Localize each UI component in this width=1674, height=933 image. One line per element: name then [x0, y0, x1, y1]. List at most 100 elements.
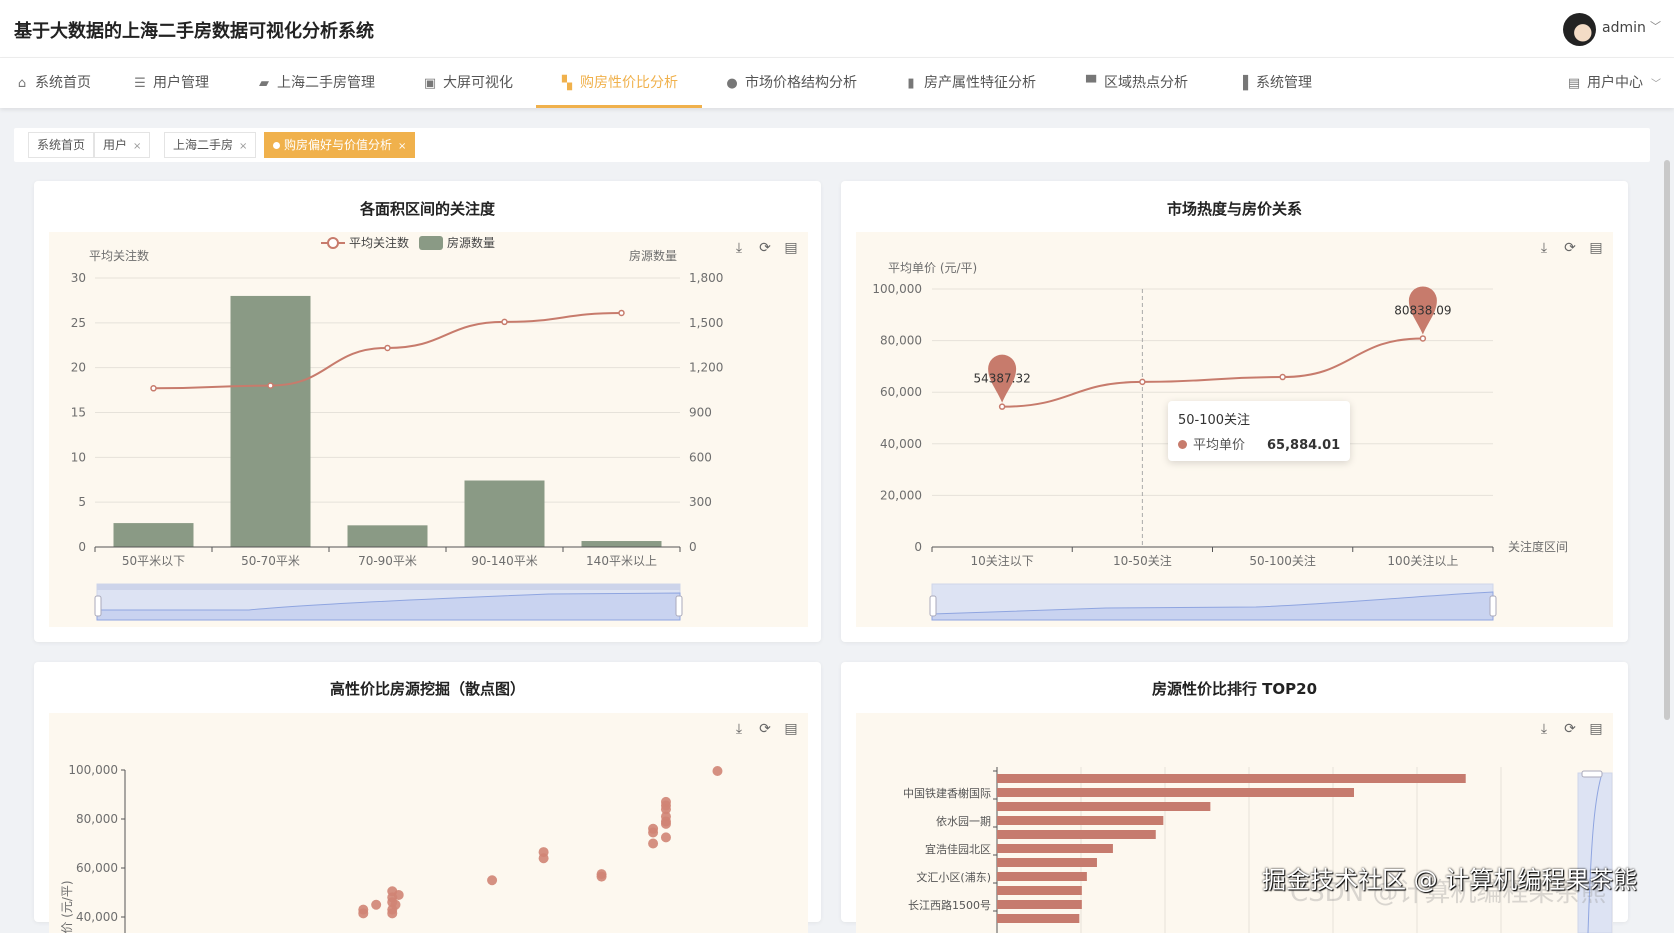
markpoint-label: 80838.09: [1394, 303, 1451, 317]
datazoom-handle-left: [94, 595, 102, 617]
x-tick-label: 100关注以上: [1387, 553, 1458, 568]
heat-price-chart: 0 20,000 40,000 60,000 80,000 100,000 平均单价 (元/…: [856, 232, 1613, 627]
bar: [581, 541, 662, 547]
y-tick-left: 30: [71, 271, 86, 285]
nav-item-2[interactable]: ▰ 上海二手房管理: [257, 58, 375, 108]
briefcase-icon: ▰: [259, 76, 269, 91]
bar: [113, 523, 194, 547]
refresh-icon[interactable]: ⟳: [1564, 721, 1576, 737]
tag-3[interactable]: 购房偏好与价值分析 ×: [264, 132, 416, 158]
nav-label: 系统首页: [35, 75, 91, 91]
refresh-icon[interactable]: ⟳: [1564, 240, 1576, 256]
nav-label: 大屏可视化: [443, 75, 513, 91]
bulb-icon: ●: [726, 76, 738, 91]
legend-line-icon: [327, 237, 339, 249]
bar: [347, 525, 428, 547]
chart-title: 房源性价比排行 TOP20: [1151, 680, 1318, 698]
download-icon[interactable]: ⤓: [735, 240, 743, 256]
bar: [997, 914, 1080, 923]
line-point: [501, 318, 508, 326]
x-axis-name: 关注度区间: [1508, 539, 1568, 554]
active-dot-icon: [273, 142, 280, 149]
line-point: [1419, 335, 1427, 342]
y-tick-label: 40,000: [76, 910, 118, 924]
refresh-icon[interactable]: ⟳: [759, 721, 771, 737]
x-tick-label: 50-100关注: [1249, 553, 1316, 568]
stamp-icon: ▀: [1086, 76, 1096, 91]
nav-item-3[interactable]: ▣ 大屏可视化: [423, 58, 513, 108]
legend-label: 平均关注数: [349, 235, 409, 250]
datazoom-vertical: [1577, 772, 1613, 933]
chart-svg: 40,000 60,000 80,000 100,000 单价 (元/平): [60, 763, 723, 933]
y-tick-right: 1,200: [689, 361, 723, 375]
chart-title: 各面积区间的关注度: [359, 200, 495, 218]
x-tick-label: 50平米以下: [122, 554, 185, 568]
y-tick-right: 1,800: [689, 271, 723, 285]
chevron-down-icon[interactable]: ﹀: [1650, 20, 1661, 33]
x-tick-label: 90-140平米: [471, 554, 538, 568]
nav-item-7[interactable]: ▀ 区域热点分析: [1084, 58, 1188, 108]
ticket-icon: ▚: [562, 76, 572, 91]
close-icon[interactable]: ×: [133, 141, 142, 152]
y-tick-right: 1,500: [689, 316, 723, 330]
scatter-point: [596, 871, 607, 882]
y-tick-left: 15: [71, 406, 86, 420]
download-icon[interactable]: ⤓: [735, 721, 743, 737]
datazoom-handle-top: [1581, 770, 1603, 778]
scatter-point: [712, 765, 723, 776]
y-tick-label: 60,000: [880, 385, 922, 399]
page-scrollbar[interactable]: [1664, 160, 1670, 720]
nav-item-6[interactable]: ▮ 房产属性特征分析: [904, 58, 1036, 108]
y-tick-label: 40,000: [880, 437, 922, 451]
user-menu[interactable]: admin: [1602, 20, 1646, 36]
card-area-attention: 各面积区间的关注度 0 0 5 300 10 600 15 900 20 1,200 25 1,500…: [34, 181, 821, 642]
tag-1[interactable]: 用户 ×: [94, 132, 151, 158]
data-view-icon[interactable]: ▤: [784, 240, 798, 256]
y-tick-label: 宜浩佳园北区: [925, 842, 991, 856]
top20-chart: 中国铁建香榭国际 依水园一期 宜浩佳园北区 文汇小区(浦东) 长江西路1500号 ⤓ ⟳ ▤: [856, 713, 1613, 933]
bar-chart-icon: ▐: [1238, 76, 1248, 91]
legend-bar-icon: [419, 236, 443, 250]
watermark: 掘金技术社区 @ 计算机编程果茶熊: [1262, 866, 1638, 894]
line-point: [1279, 373, 1286, 381]
nav-label: 市场价格结构分析: [745, 75, 857, 91]
tag-2[interactable]: 上海二手房 ×: [164, 132, 257, 158]
y-tick-label: 100,000: [68, 763, 118, 777]
nav-item-0[interactable]: ⌂ 系统首页: [15, 58, 91, 108]
bar: [997, 788, 1354, 797]
tags-view: 系统首页 用户 × 上海二手房 × 购房偏好与价值分析 ×: [14, 128, 1650, 162]
x-tick-label: 50-70平米: [241, 554, 300, 568]
nav-item-5[interactable]: ● 市场价格结构分析: [725, 58, 857, 108]
tag-0[interactable]: 系统首页: [28, 132, 95, 158]
datazoom-bar: [97, 584, 680, 590]
chart-title: 高性价比房源挖掘（散点图）: [329, 680, 525, 698]
top-nav: ⌂ 系统首页 ☰ 用户管理 ▰ 上海二手房管理 ▣ 大屏可视化 ▚ 购房性价比分析 ● 市场价格结构分…: [0, 58, 1674, 108]
close-icon[interactable]: ×: [239, 141, 248, 152]
refresh-icon[interactable]: ⟳: [759, 240, 771, 256]
y-tick-right: 600: [689, 450, 712, 464]
download-icon[interactable]: ⤓: [1540, 240, 1548, 256]
bar: [997, 802, 1211, 811]
y-tick-left: 20: [71, 361, 86, 375]
data-view-icon[interactable]: ▤: [784, 721, 798, 737]
avatar[interactable]: [1563, 13, 1596, 46]
tooltip-value: 65,884.01: [1267, 438, 1341, 453]
y-tick-left: 0: [78, 540, 86, 554]
nav-item-4[interactable]: ▚ 购房性价比分析: [536, 58, 702, 108]
data-view-icon[interactable]: ▤: [1589, 721, 1603, 737]
y-tick-right: 0: [689, 540, 697, 554]
data-view-icon[interactable]: ▤: [1589, 240, 1603, 256]
scatter-point: [487, 875, 498, 886]
line-series: [1002, 337, 1423, 408]
tooltip-row: 平均单价 65,884.01: [1178, 434, 1340, 453]
nav-item-8[interactable]: ▐ 系统管理: [1236, 58, 1312, 108]
user-center-menu[interactable]: ▤ 用户中心 ﹀: [1567, 58, 1661, 108]
close-icon[interactable]: ×: [398, 141, 407, 152]
y-axis-name-left: 平均关注数: [89, 248, 149, 263]
nav-item-1[interactable]: ☰ 用户管理: [133, 58, 209, 108]
download-icon[interactable]: ⤓: [1540, 721, 1548, 737]
area-attention-chart: 0 0 5 300 10 600 15 900 20 1,200 25 1,500 30 1,800 平均关…: [49, 232, 808, 627]
datazoom-handle-right: [675, 595, 683, 617]
y-axis-name: 平均单价 (元/平): [888, 261, 977, 275]
